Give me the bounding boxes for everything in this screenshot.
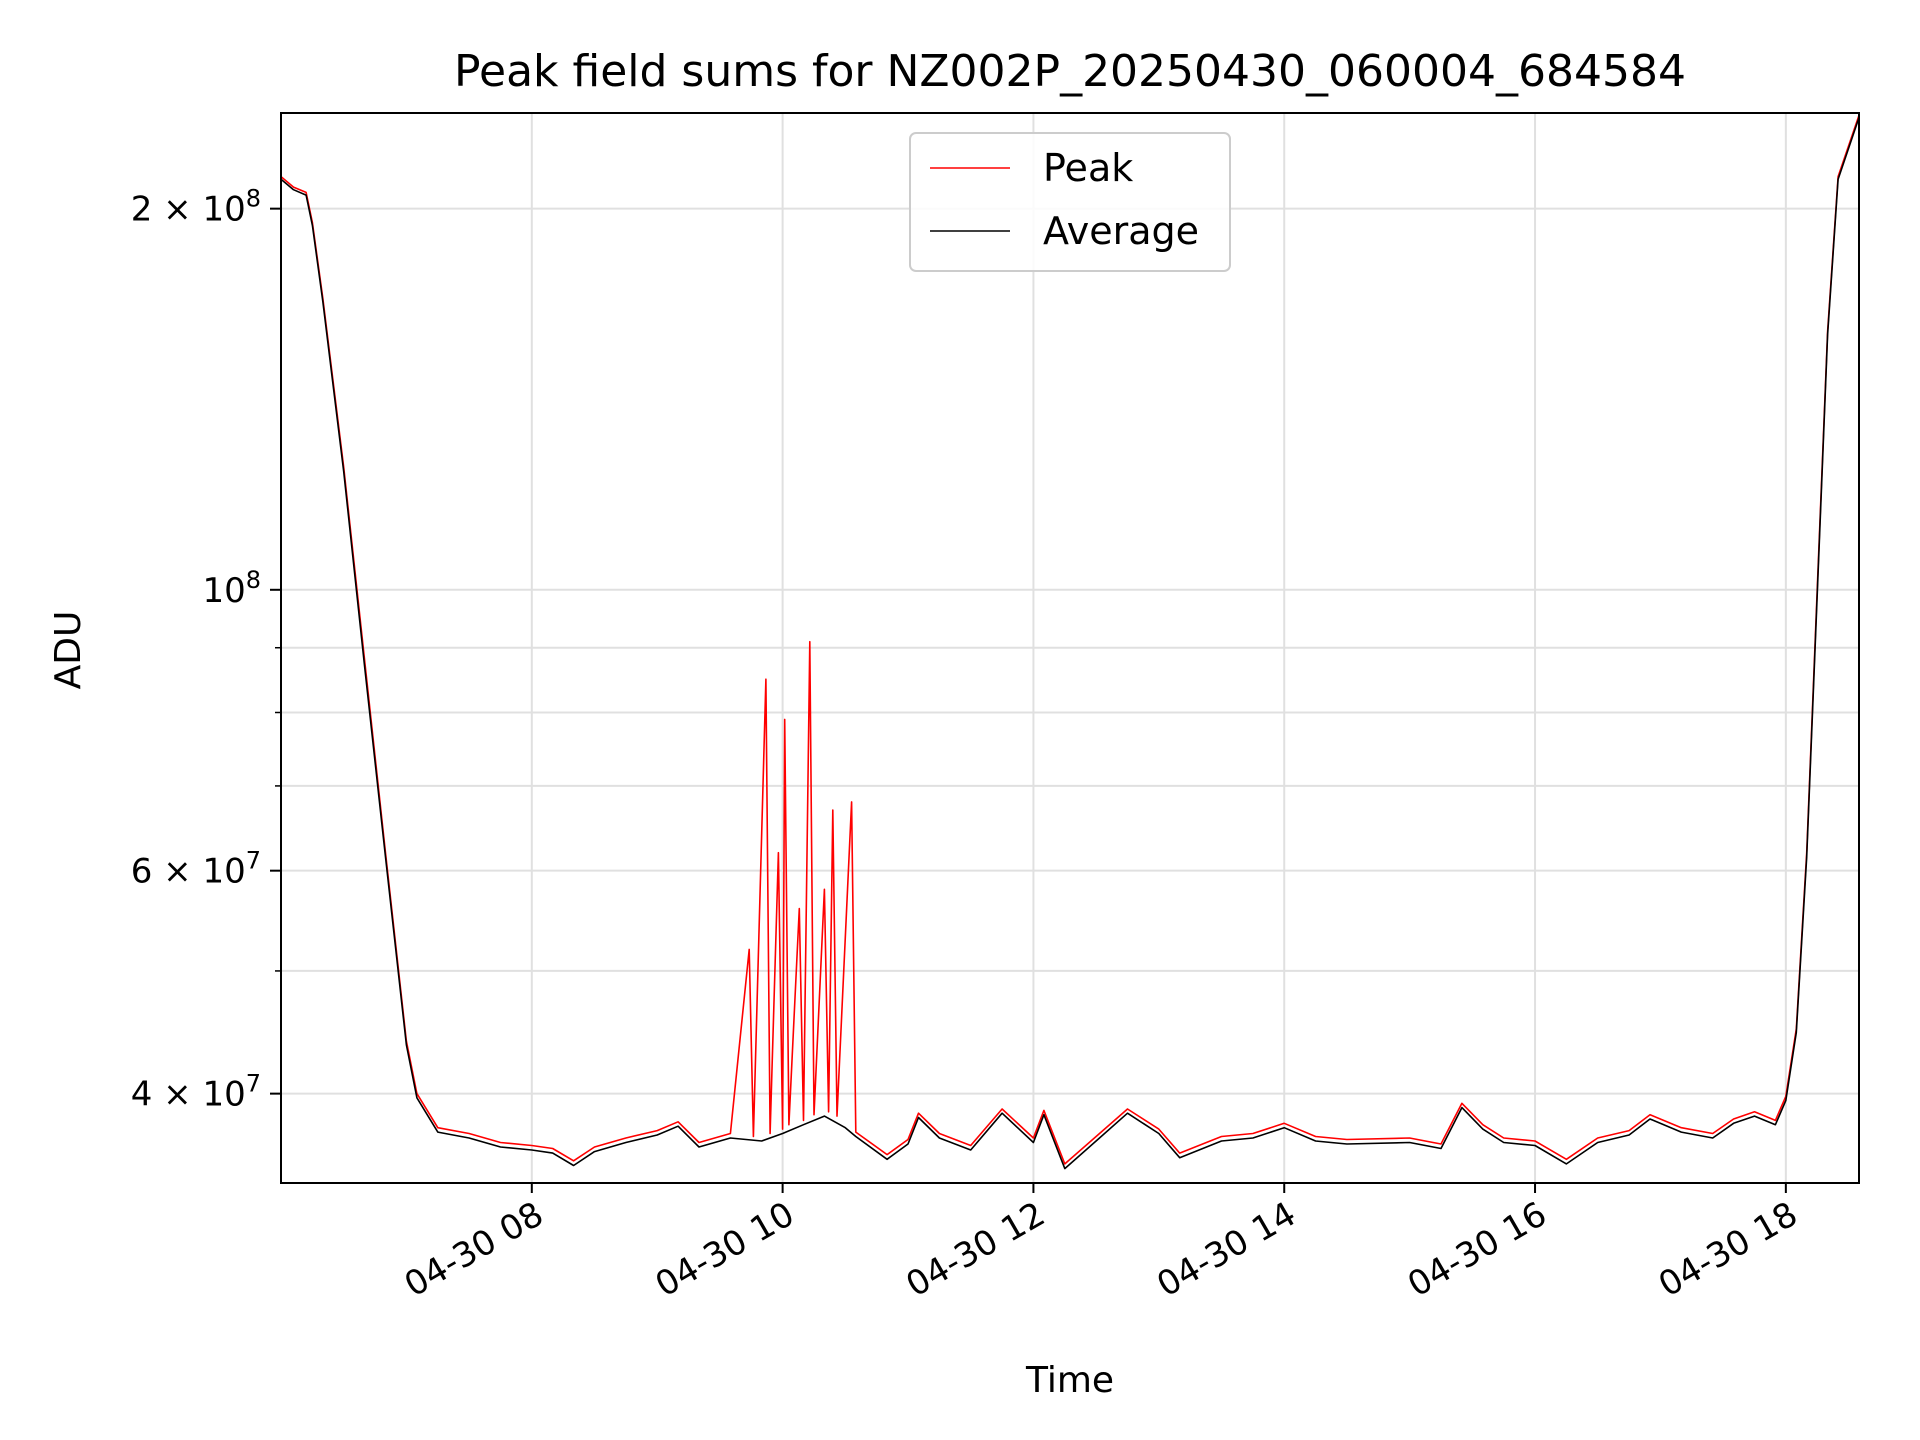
y-axis-label: ADU (48, 611, 89, 690)
series-line-peak (280, 115, 1860, 1165)
series-layer (280, 115, 1860, 1170)
series-line-average (280, 117, 1860, 1170)
legend: Peak Average (909, 132, 1231, 272)
legend-label-average: Average (1043, 209, 1199, 253)
legend-label-peak: Peak (1043, 146, 1133, 190)
x-axis-label: Time (1025, 1360, 1114, 1401)
y-tick-label: 108 (202, 566, 261, 611)
chart-title: Peak field sums for NZ002P_20250430_0600… (454, 46, 1686, 97)
y-tick-label: 2 × 108 (131, 185, 261, 230)
y-tick-label: 6 × 107 (131, 847, 261, 892)
y-tick-label: 4 × 107 (131, 1070, 261, 1115)
grid (281, 113, 1859, 1183)
